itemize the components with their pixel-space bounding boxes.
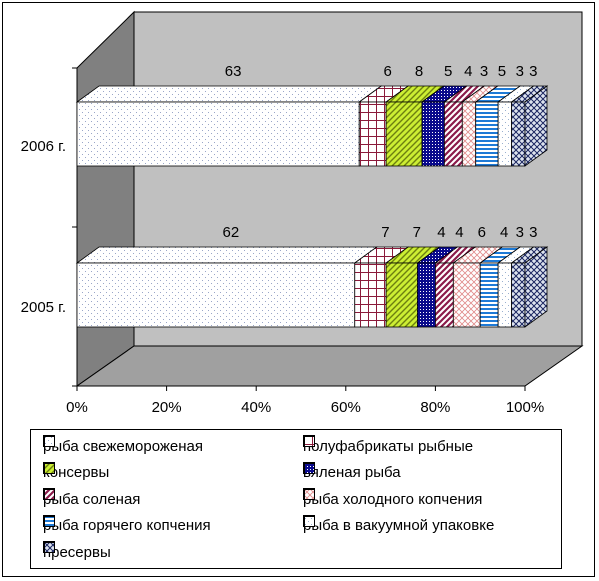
data-label: 6 [384,63,392,80]
bar-segment [479,262,499,328]
data-label: 8 [415,63,423,80]
data-label: 5 [444,63,452,80]
legend-swatch [303,488,315,500]
legend-label: рыба свежемороженая [43,437,204,455]
bars-layer [75,85,549,328]
data-label: 4 [437,224,445,241]
legend-item: рыба горячего копчения [43,514,211,537]
bar-segment [497,262,512,328]
bar-segment-top [75,85,383,103]
x-tick-label: 60% [331,399,361,416]
legend: рыба свежемороженая полуфабрикаты рыбные к… [30,429,562,569]
bar-side-face [524,246,548,328]
data-label: 63 [225,63,242,80]
x-tick-label: 100% [506,399,544,416]
data-label: 4 [464,63,472,80]
legend-label: рыба соленая [43,490,141,508]
data-label: 4 [500,224,508,241]
bar-segment [461,101,477,167]
legend-swatch [43,541,55,553]
x-tick-label: 80% [420,399,450,416]
y-category-label: 2006 г. [21,138,66,155]
bar-segment [452,262,481,328]
data-label: 4 [455,224,463,241]
legend-item: пресервы [43,541,111,563]
legend-label: пресервы [43,543,111,561]
data-label: 62 [223,224,240,241]
bar-segment [385,101,423,167]
legend-label: консервы [43,464,110,481]
legend-label: полуфабрикаты рыбные [303,437,474,455]
bar-segment [354,262,387,328]
legend-item: вяленая рыба [303,461,401,484]
legend-swatch [303,435,315,447]
x-tick-label: 40% [241,399,271,416]
y-category-label: 2005 г. [21,299,66,316]
legend-item: консервы [43,461,110,484]
bar-segment [475,101,499,167]
legend-item: рыба в вакуумной упаковке [303,514,495,537]
x-tick-label: 20% [152,399,182,416]
legend-swatch [43,488,55,500]
legend-swatch [303,461,315,474]
legend-item: рыба свежемороженая [43,435,203,457]
legend-swatch [43,514,55,527]
legend-label: рыба холодного копчения [303,490,483,508]
bar-segment [358,101,387,167]
x-tick-label: 0% [66,399,88,416]
data-label: 7 [381,224,389,241]
data-labels-layer: 62 7 7 4 4 6 4 3 363 6 8 5 4 3 5 3 3 [223,63,538,241]
bar-segment [76,262,356,328]
data-label: 3 [529,224,537,241]
legend-item: рыба соленая [43,488,140,510]
legend-label: вяленая рыба [303,464,401,481]
bar-segment [434,262,454,328]
data-label: 3 [480,63,488,80]
bar-segment [443,101,463,167]
bar-segment [497,101,512,167]
data-label: 3 [516,224,524,241]
bar-segment [511,101,526,167]
data-label: 5 [498,63,506,80]
bar-segment-top [75,246,378,264]
chart-floor [75,345,584,387]
legend-label: рыба в вакуумной упаковке [303,517,495,534]
data-label: 6 [478,224,486,241]
bar-segment [385,262,418,328]
legend-swatch [43,435,55,447]
legend-swatch [43,461,55,474]
bar-segment [511,262,526,328]
legend-item: полуфабрикаты рыбные [303,435,473,457]
legend-item: рыба холодного копчения [303,488,482,510]
chart-side-wall [76,10,135,387]
bar-segment [421,101,445,167]
bar-segment [417,262,436,328]
data-label: 7 [413,224,421,241]
legend-swatch [303,514,315,527]
data-label: 3 [529,63,537,80]
bar-side-face [524,85,548,167]
bar-segment [76,101,360,167]
axes: 0% 20% 40% 60% 80% 100% 2005 г. 2006 г. [21,67,544,416]
legend-label: рыба горячего копчения [43,517,211,534]
data-label: 3 [516,63,524,80]
